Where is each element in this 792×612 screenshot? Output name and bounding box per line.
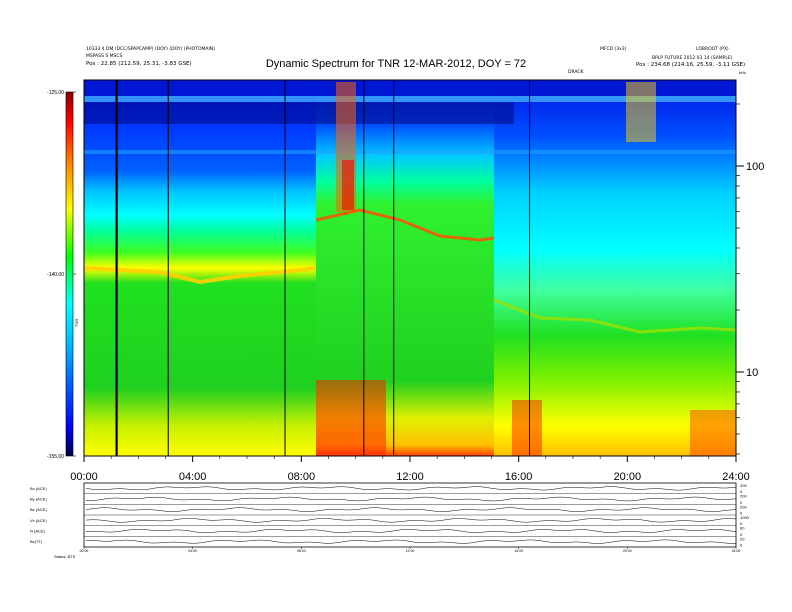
panel-time-label: 24:00 xyxy=(732,549,741,553)
colorbar xyxy=(65,91,74,457)
time-tick-label: 20:00 xyxy=(614,471,642,483)
low-freq-burst-3 xyxy=(690,410,736,456)
panel-right-tick-bottom: 0 xyxy=(740,532,743,537)
panel-time-label: 16:00 xyxy=(514,549,523,553)
panel-time-label: 04:00 xyxy=(188,549,197,553)
panel-time-label: 20:00 xyxy=(623,549,632,553)
panel-label: Bx (ACE) xyxy=(30,486,47,491)
header-left-line2: MSPASS S MSCS xyxy=(86,54,123,59)
vertical-marker-lines xyxy=(115,80,531,456)
panel-label: Bz (ACE) xyxy=(30,507,47,512)
panel-right-tick-bottom: 0 xyxy=(740,489,743,494)
panel-trace xyxy=(85,496,737,502)
panel-right-tick-top: 200 xyxy=(740,504,747,509)
colorbar-tick-label: -140.00 xyxy=(47,272,64,278)
frequency-tick-label: 100 xyxy=(746,161,764,173)
plasma-line-early xyxy=(84,266,317,285)
panel-time-label: 08:00 xyxy=(297,549,306,553)
panel-label: N (ACE) xyxy=(30,529,46,534)
plasma-line-mid xyxy=(315,208,495,242)
colorbar-label: TNR xyxy=(74,319,79,327)
spectrogram-image xyxy=(84,80,736,456)
time-tick-label: 00:00 xyxy=(70,471,98,483)
colorbar-tick-label: -125.00 xyxy=(47,90,64,96)
panel-right-tick-bottom: 0 xyxy=(740,521,743,526)
panel-right-tick-bottom: 0 xyxy=(740,543,743,548)
frequency-axis: 100 10 xyxy=(735,80,764,456)
panel-right-tick-top: 20 xyxy=(740,536,745,541)
hf-burst-late xyxy=(626,82,656,142)
band-line-150 xyxy=(84,150,736,154)
plasma-line-late xyxy=(493,298,736,334)
panel-right-tick-top: 1000 xyxy=(740,515,750,520)
colorbar-ticks: -125.00 -140.00 -155.00 xyxy=(47,90,76,460)
frequency-tick-label: 10 xyxy=(746,367,758,379)
panel-label: Bz(TT) xyxy=(30,539,43,544)
panel-right-tick-top: 60 xyxy=(740,526,745,531)
panel-footer-label: Status: BTS xyxy=(54,554,76,559)
panel-right-tick-top: 200 xyxy=(740,494,747,499)
panel-right-tick-bottom: 0 xyxy=(740,500,743,505)
time-tick-label: 12:00 xyxy=(396,471,424,483)
low-freq-burst-2 xyxy=(512,400,542,456)
panel-right-tick-bottom: 0 xyxy=(740,511,743,516)
time-tick-label: 16:00 xyxy=(505,471,533,483)
spectrogram-region-late xyxy=(494,80,736,456)
top-band-dark xyxy=(84,80,736,96)
header-right-line2: BPLP FUTURE 2012 03 14 (SAMPLE) xyxy=(652,56,733,61)
panel-trace xyxy=(85,507,737,512)
header-marker-label: DRACK xyxy=(568,70,584,75)
panel-right-tick-top: 200 xyxy=(740,483,747,488)
spectrogram-region-early xyxy=(84,80,316,456)
time-tick-label: 04:00 xyxy=(179,471,207,483)
radio-burst-core xyxy=(342,160,354,210)
panel-label: By (ACE) xyxy=(30,497,47,502)
panel-trace xyxy=(85,486,737,491)
time-axis: 00:00 04:00 08:00 12:00 16:00 20:00 24:00 xyxy=(70,456,750,483)
header-right-position: Pos : 234.68 (214.16, 25.59, -3.11 GSE) xyxy=(636,62,746,68)
low-freq-burst-1 xyxy=(316,380,386,456)
header-left-line1: 10333 4 DM (DCC/SPAPCAMP) (DOY) (DOY) (P… xyxy=(86,47,215,52)
header-right-line1: LOBROOT (PX) xyxy=(696,47,729,52)
time-tick-label: 24:00 xyxy=(722,471,750,483)
panel-trace xyxy=(85,529,737,533)
top-band-deep xyxy=(84,102,514,124)
panel-label: Vx (ACE) xyxy=(30,518,47,523)
top-band-light xyxy=(84,96,736,102)
time-tick-label: 08:00 xyxy=(288,471,316,483)
chart-title: Dynamic Spectrum for TNR 12-MAR-2012, DO… xyxy=(265,58,527,70)
panel-time-label: 00:00 xyxy=(80,549,89,553)
header-left-position: Pos : 22.85 (212.59, 25.31, -3.83 GSE) xyxy=(86,61,192,67)
colorbar-tick-label: -155.00 xyxy=(47,454,64,460)
frequency-unit: kHz xyxy=(739,70,746,75)
panel-time-label: 12:00 xyxy=(406,549,415,553)
panel-trace xyxy=(85,518,737,523)
panel-trace xyxy=(85,539,737,544)
header-mid-right-line1: MFCD (3x3) xyxy=(600,47,627,52)
